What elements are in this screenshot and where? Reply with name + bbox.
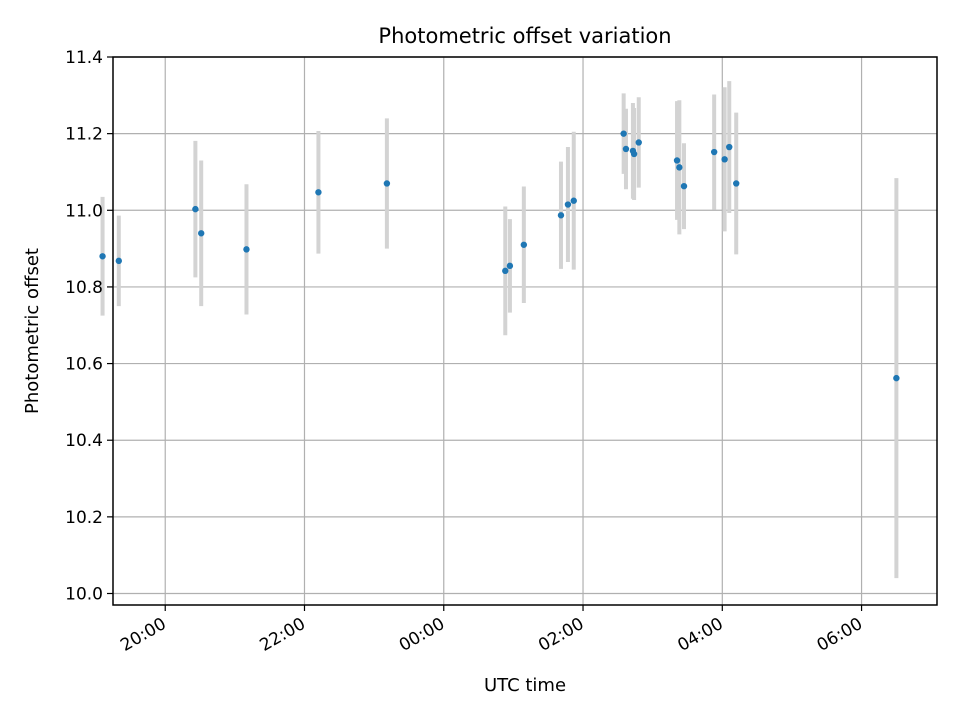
data-point bbox=[893, 374, 900, 382]
data-point bbox=[506, 262, 514, 270]
data-point bbox=[570, 197, 577, 204]
data-point bbox=[115, 257, 123, 265]
data-point bbox=[99, 253, 106, 260]
data-point bbox=[192, 205, 199, 213]
data-point bbox=[620, 130, 627, 137]
data-point bbox=[198, 230, 205, 237]
y-tick-label: 11.2 bbox=[65, 125, 103, 145]
data-point bbox=[243, 246, 250, 253]
y-tick-label: 11.0 bbox=[65, 201, 103, 221]
data-point bbox=[733, 180, 740, 187]
y-tick-label: 10.6 bbox=[65, 355, 103, 375]
data-point bbox=[383, 180, 391, 187]
plot-frame bbox=[112, 56, 938, 606]
data-point bbox=[502, 267, 509, 275]
data-point bbox=[622, 145, 630, 153]
data-point bbox=[564, 201, 572, 208]
data-point bbox=[710, 148, 718, 156]
x-axis-label: UTC time bbox=[484, 675, 566, 696]
y-tick-label: 10.8 bbox=[65, 278, 103, 298]
data-point bbox=[721, 156, 728, 163]
y-tick-label: 10.4 bbox=[65, 431, 103, 451]
chart-title: Photometric offset variation bbox=[378, 24, 671, 48]
data-point bbox=[635, 139, 642, 146]
y-tick-label: 10.0 bbox=[65, 585, 103, 605]
data-point bbox=[557, 212, 565, 219]
data-point bbox=[673, 157, 681, 164]
y-axis-label: Photometric offset bbox=[22, 248, 43, 414]
data-point bbox=[315, 189, 322, 196]
data-point bbox=[726, 143, 733, 151]
data-points bbox=[99, 130, 900, 382]
y-tick-label: 11.4 bbox=[65, 48, 103, 68]
data-point bbox=[630, 150, 638, 158]
y-tick-label: 10.2 bbox=[65, 508, 103, 528]
data-point bbox=[676, 164, 683, 171]
data-point bbox=[520, 241, 528, 248]
data-point bbox=[680, 182, 688, 190]
